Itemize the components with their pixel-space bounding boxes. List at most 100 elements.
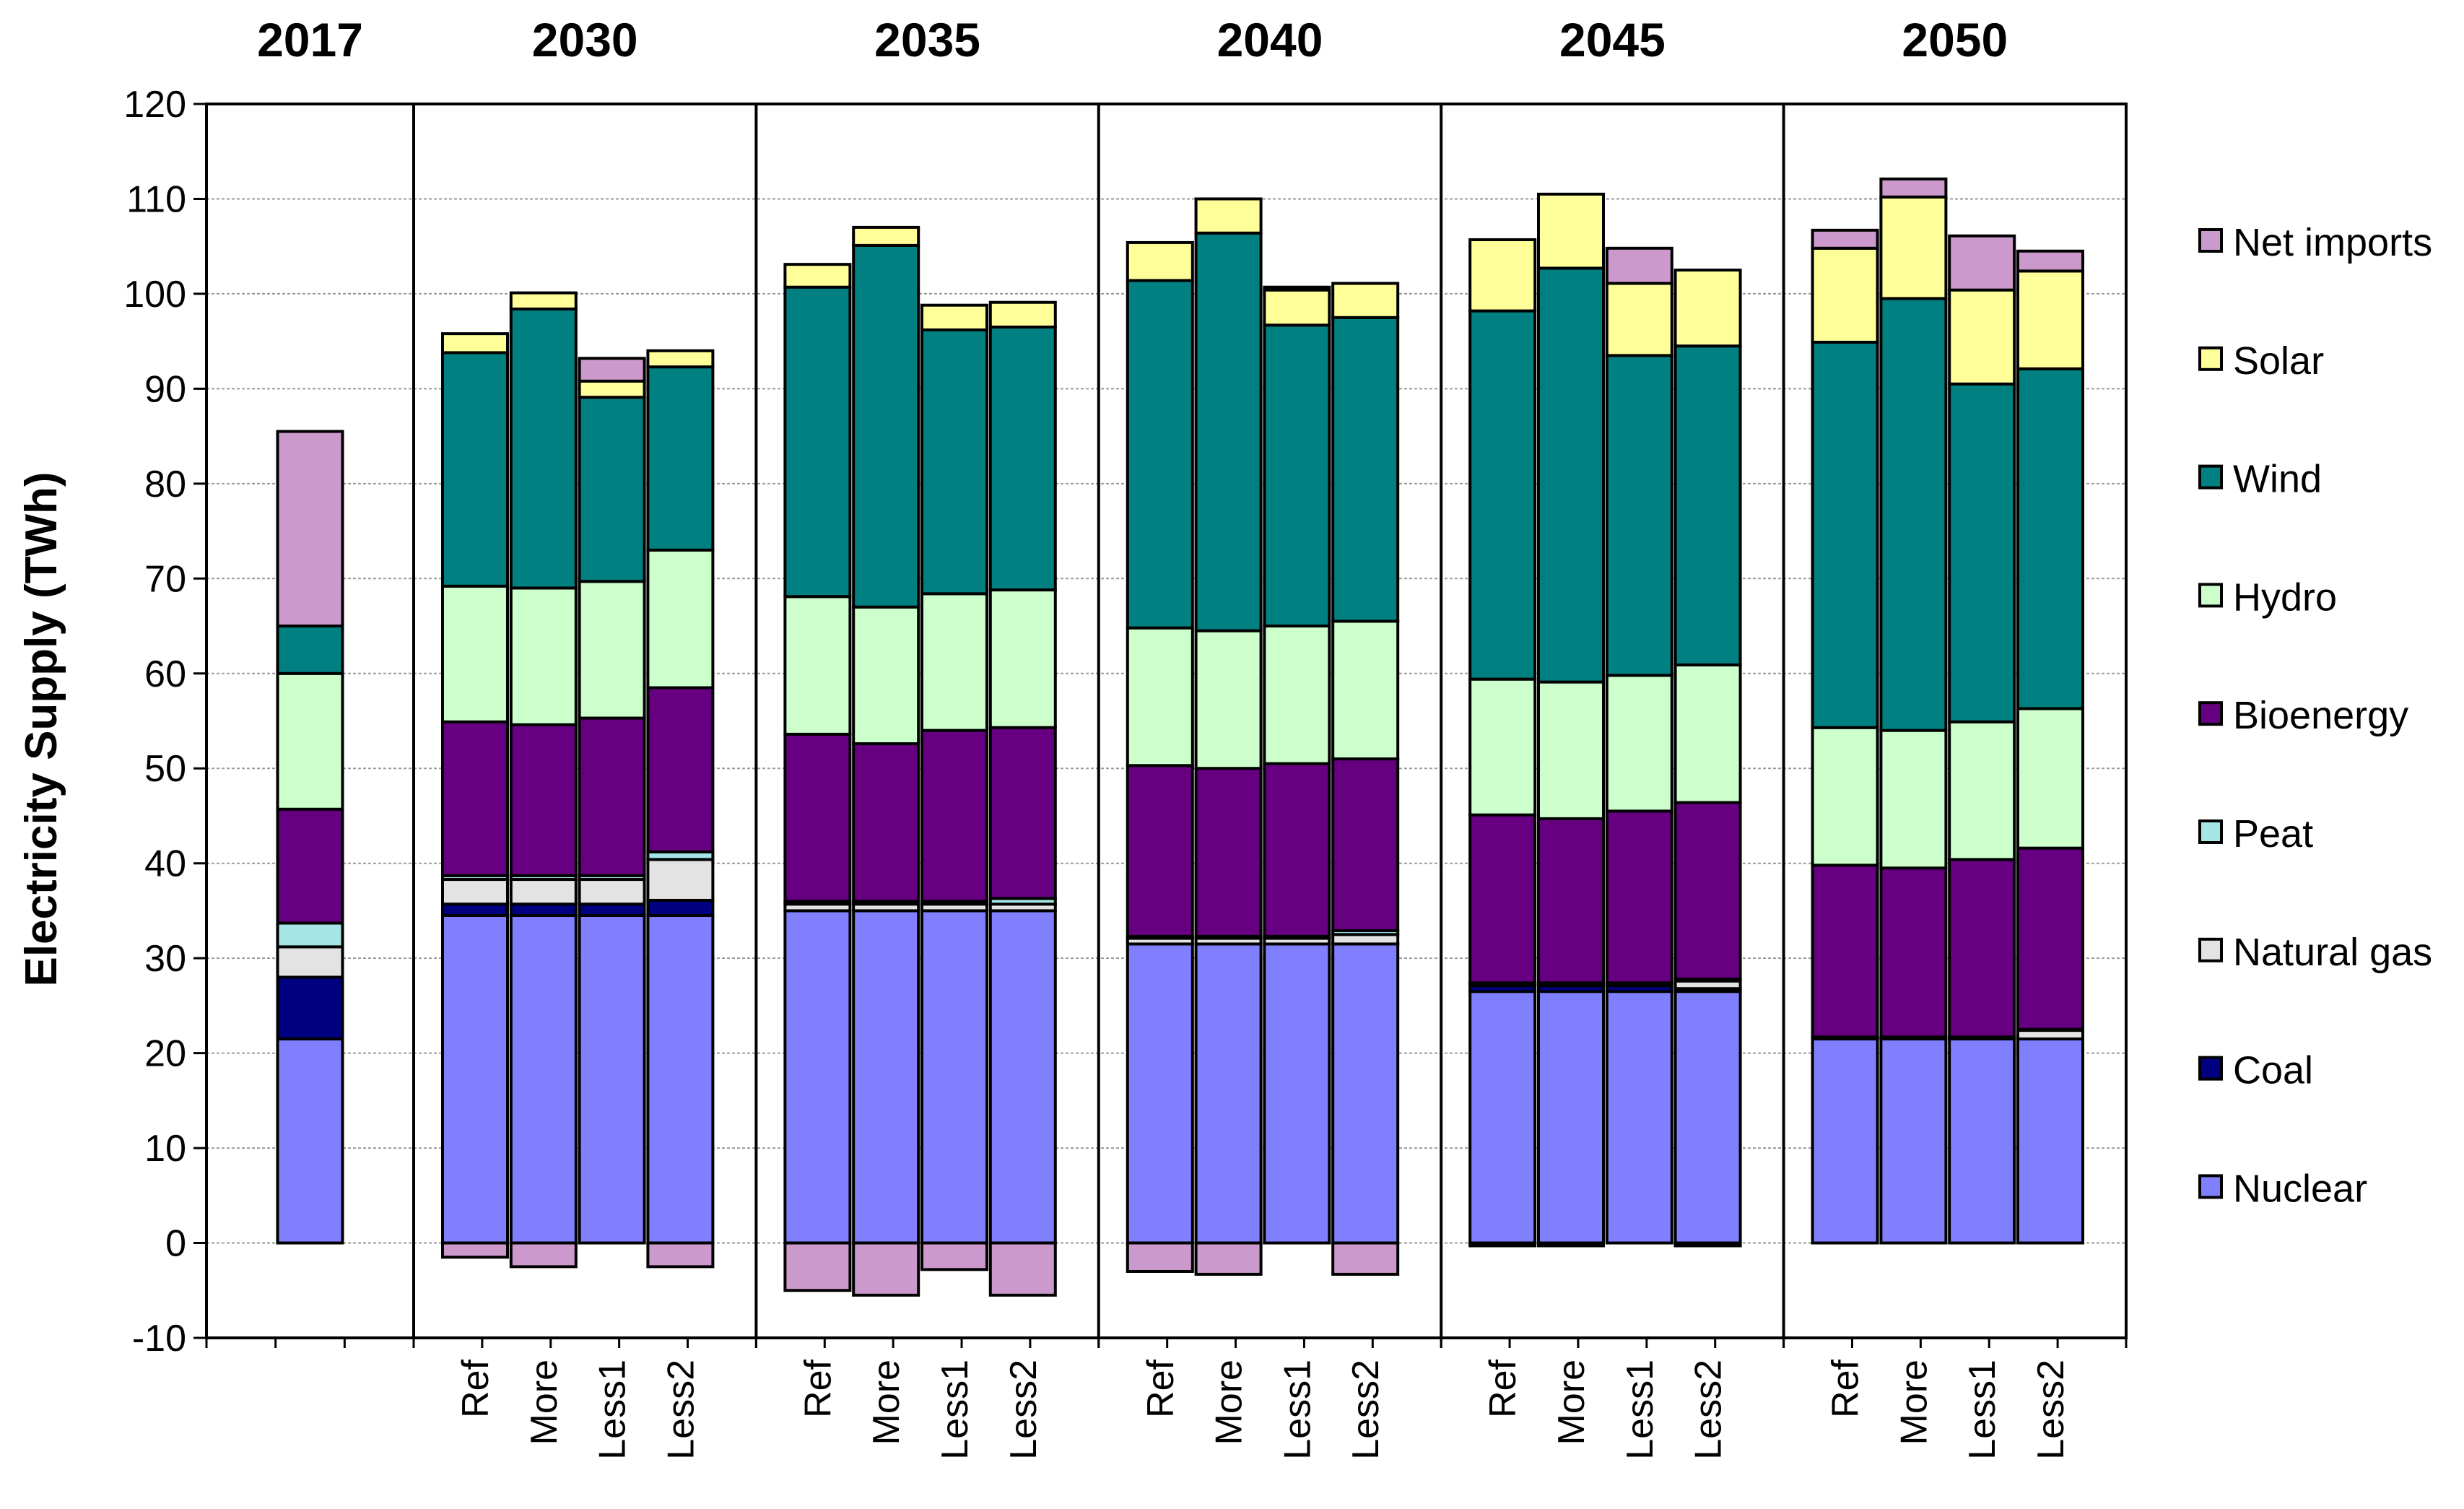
y-tick-label: 80 [144,464,186,505]
bar-segment-2045-Less2-bioenergy [1673,801,1742,981]
bar-segment-2040-More-wind [1194,231,1263,632]
bar-segment-2050-Less2-bioenergy [2016,846,2084,1031]
bar-segment-2030-More-nuclear [509,913,578,1245]
bar-segment-2030-Less1-net-imports [578,357,646,383]
bar-segment-2045-Less2-hydro [1673,663,1742,804]
bar-segment-2040-More-bioenergy [1194,767,1263,938]
legend-swatch-hydro [2198,583,2223,608]
bar-segment-2030-Less1-solar [578,379,646,399]
legend-swatch-nuclear [2198,1174,2223,1199]
year-label-2045: 2045 [1559,13,1666,66]
bar-segment-2050-More-net-imports [1879,177,1948,199]
bar-segment-2040-More-nuclear [1194,942,1263,1245]
bar-segment-2040-Less2-net-imports [1331,1241,1400,1276]
category-label: Less1 [1619,1360,1661,1460]
bar-segment-2030-Less1-bioenergy [578,716,646,877]
bar-segment-2030-Ref-natural-gas [441,878,509,906]
bar-segment-2017-actual-coal [276,975,344,1040]
bar-segment-2050-Less1-solar [1948,288,2016,386]
bar-segment-2030-More-solar [509,291,578,310]
bar-segment-2045-Less2-net-imports [1673,1241,1742,1248]
legend-swatch-bioenergy [2198,701,2223,726]
bar-segment-2035-Ref-bioenergy [783,732,852,903]
bar-segment-2050-Ref-nuclear [1811,1037,1879,1245]
bar-segment-2030-Less2-coal [646,898,715,917]
bar-segment-2040-More-net-imports [1194,1241,1263,1276]
bar-segment-2040-Ref-wind [1126,279,1194,630]
y-tick-label: 70 [144,558,186,600]
bar-segment-2017-actual-nuclear [276,1037,344,1245]
bar-segment-2050-Ref-solar [1811,246,1879,344]
bar-segment-2050-Less1-nuclear [1948,1037,2016,1245]
bar-segment-2040-Less1-nuclear [1263,942,1331,1245]
bar-segment-2035-More-wind [852,243,920,609]
legend-label: Hydro [2233,575,2337,619]
bar-segment-2035-Less2-solar [988,300,1057,329]
category-label: Ref [1482,1359,1524,1417]
bar-segment-2030-Ref-nuclear [441,913,509,1245]
bar-segment-2030-Less1-natural-gas [578,878,646,906]
bar-segment-2035-Less1-nuclear [920,909,988,1245]
bars [276,177,2084,1297]
bar-segment-2017-actual-bioenergy [276,807,344,925]
bar-segment-2040-Ref-solar [1126,240,1194,282]
bar-segment-2040-Less1-net-imports [1263,285,1331,292]
legend-swatch-solar [2198,346,2223,371]
bar-segment-2050-Less2-net-imports [2016,249,2084,273]
bar-segment-2030-Less2-hydro [646,548,715,690]
bar-segment-2050-Less1-hydro [1948,720,2016,861]
category-label: Less2 [1345,1360,1387,1460]
bar-segment-2050-Ref-bioenergy [1811,864,1879,1039]
legend-label: Nuclear [2233,1167,2367,1210]
bar-segment-2045-More-solar [1537,192,1605,270]
bar-segment-2045-Less1-bioenergy [1605,809,1673,985]
bar-segment-2017-actual-wind [276,625,344,675]
bar-segment-2035-More-hydro [852,605,920,746]
bar-segment-2040-Less1-hydro [1263,625,1331,765]
y-tick-label: 30 [144,938,186,980]
y-tick-label: 90 [144,368,186,410]
bar-segment-2045-Ref-wind [1468,309,1537,681]
bar-segment-2035-Ref-hydro [783,595,852,736]
bar-segment-2040-Less2-bioenergy [1331,757,1400,933]
bar-segment-2050-More-solar [1879,195,1948,300]
bar-segment-2045-More-bioenergy [1537,817,1605,985]
bar-segment-2050-More-nuclear [1879,1037,1948,1245]
bar-segment-2045-Less1-net-imports [1605,246,1673,285]
bar-segment-2050-Less2-solar [2016,269,2084,370]
bar-segment-2040-Ref-bioenergy [1126,764,1194,938]
year-label-2050: 2050 [1902,13,2008,66]
bar-segment-2050-More-bioenergy [1879,866,1948,1039]
y-tick-label: -10 [132,1318,186,1360]
legend-label: Peat [2233,812,2313,856]
category-label: More [523,1360,565,1445]
category-label: Less1 [1276,1360,1318,1460]
bar-segment-2040-Ref-net-imports [1126,1241,1194,1273]
bar-segment-2045-Less2-solar [1673,269,1742,348]
legend-label: Natural gas [2233,931,2432,974]
bar-segment-2030-Less2-wind [646,365,715,552]
bar-segment-2035-More-net-imports [852,1241,920,1297]
bar-segment-2035-Ref-net-imports [783,1241,852,1292]
y-tick-label: 10 [144,1128,186,1170]
bar-segment-2030-Less2-solar [646,349,715,369]
bar-segment-2050-More-hydro [1879,729,1948,870]
bar-segment-2030-More-wind [509,307,578,590]
bar-segment-2030-Less2-nuclear [646,913,715,1245]
category-label: Less2 [1688,1360,1730,1460]
bar-segment-2030-More-coal [509,903,578,917]
bar-segment-2045-More-nuclear [1537,990,1605,1245]
category-label: Ref [1825,1359,1867,1417]
bar-segment-2030-Ref-coal [441,903,509,917]
bar-segment-2045-More-net-imports [1537,1241,1605,1248]
bar-segment-2045-Ref-nuclear [1468,990,1537,1245]
category-label: Less1 [592,1360,634,1460]
legend-label: Bioenergy [2233,694,2408,737]
bar-segment-2035-Ref-wind [783,285,852,599]
year-label-2017: 2017 [257,13,363,66]
bar-segment-2035-More-solar [852,225,920,247]
bar-segment-2030-Less2-natural-gas [646,858,715,902]
bar-segment-2035-Less2-nuclear [988,909,1057,1245]
bar-segment-2050-Ref-wind [1811,340,1879,729]
